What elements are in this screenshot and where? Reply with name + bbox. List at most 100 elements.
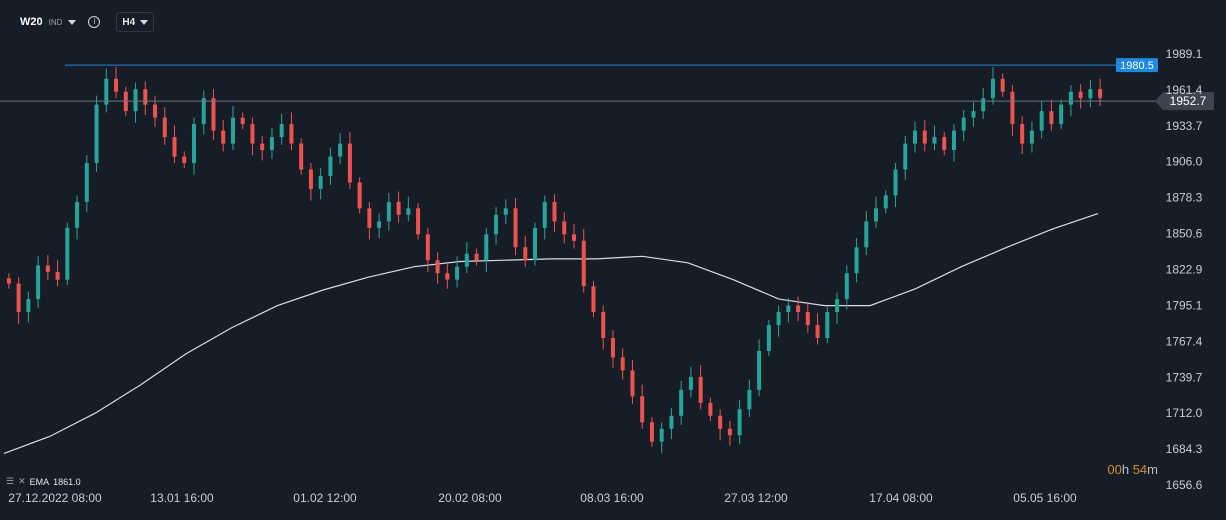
candle[interactable] <box>786 297 791 323</box>
candle[interactable] <box>114 67 119 99</box>
candle[interactable] <box>1098 78 1103 106</box>
info-icon[interactable]: i <box>88 16 101 28</box>
candle[interactable] <box>464 242 469 274</box>
candle[interactable] <box>990 67 995 105</box>
candle[interactable] <box>1029 121 1034 153</box>
candle[interactable] <box>172 125 177 164</box>
candle[interactable] <box>36 256 41 309</box>
candle[interactable] <box>1088 80 1093 108</box>
candle[interactable] <box>922 120 927 152</box>
indicator-settings-icon[interactable]: ☰ <box>6 476 15 486</box>
candle[interactable] <box>445 264 450 289</box>
candle[interactable] <box>75 195 80 240</box>
candle[interactable] <box>903 135 908 180</box>
candle[interactable] <box>942 131 947 156</box>
timeframe-selector[interactable]: H4 <box>116 12 155 32</box>
candle[interactable] <box>932 125 937 151</box>
candle[interactable] <box>883 190 888 214</box>
candle[interactable] <box>718 409 723 441</box>
candle[interactable] <box>16 277 21 324</box>
candle[interactable] <box>308 163 313 201</box>
candle[interactable] <box>708 397 713 421</box>
candle[interactable] <box>796 296 801 322</box>
candle[interactable] <box>211 89 216 140</box>
candle[interactable] <box>913 121 918 153</box>
candle[interactable] <box>893 163 898 208</box>
candle[interactable] <box>474 248 479 266</box>
candle[interactable] <box>104 68 109 113</box>
candle[interactable] <box>162 107 167 145</box>
candle[interactable] <box>844 265 849 310</box>
candle[interactable] <box>260 135 265 161</box>
candle[interactable] <box>153 95 158 127</box>
candle[interactable] <box>6 273 11 289</box>
candle[interactable] <box>416 203 421 240</box>
candle[interactable] <box>425 227 430 272</box>
candle[interactable] <box>299 138 304 175</box>
candle[interactable] <box>143 81 148 116</box>
candle[interactable] <box>503 199 508 224</box>
candle[interactable] <box>757 339 762 397</box>
candle[interactable] <box>377 213 382 239</box>
candle[interactable] <box>55 260 60 287</box>
candle[interactable] <box>94 95 99 173</box>
candle[interactable] <box>289 112 294 151</box>
candle[interactable] <box>659 422 664 454</box>
candle[interactable] <box>815 313 820 345</box>
candle[interactable] <box>396 191 401 223</box>
candle[interactable] <box>328 147 333 186</box>
candle[interactable] <box>864 210 869 256</box>
candle[interactable] <box>455 256 460 288</box>
candle[interactable] <box>610 330 615 368</box>
candle[interactable] <box>1078 83 1083 109</box>
candle[interactable] <box>65 222 70 285</box>
candle[interactable] <box>84 155 89 213</box>
candle[interactable] <box>971 102 976 127</box>
candle[interactable] <box>698 365 703 410</box>
candle[interactable] <box>338 133 343 165</box>
candle[interactable] <box>640 384 645 429</box>
candle[interactable] <box>776 305 781 337</box>
candle[interactable] <box>737 400 742 445</box>
candle[interactable] <box>357 177 362 214</box>
candle[interactable] <box>601 305 606 350</box>
candle[interactable] <box>318 168 323 200</box>
candle[interactable] <box>727 420 732 446</box>
candle[interactable] <box>133 82 138 123</box>
candle[interactable] <box>240 112 245 130</box>
candle[interactable] <box>26 291 31 323</box>
candle[interactable] <box>494 207 499 245</box>
candle[interactable] <box>1000 73 1005 97</box>
candle[interactable] <box>201 90 206 135</box>
candle[interactable] <box>1049 99 1054 131</box>
candle[interactable] <box>386 192 391 231</box>
candle[interactable] <box>191 117 196 175</box>
candle[interactable] <box>406 196 411 222</box>
candle-layer[interactable] <box>6 67 1103 454</box>
ema-legend[interactable]: ☰ ✕ EMA 1861.0 <box>6 476 81 487</box>
candle[interactable] <box>182 151 187 169</box>
candle[interactable] <box>542 195 547 240</box>
candle[interactable] <box>805 301 810 333</box>
symbol-label[interactable]: W20 <box>20 16 43 28</box>
candle[interactable] <box>523 235 528 267</box>
candle[interactable] <box>835 292 840 324</box>
candle[interactable] <box>620 348 625 380</box>
candle[interactable] <box>981 87 986 119</box>
candle[interactable] <box>1010 85 1015 136</box>
candle[interactable] <box>562 212 567 244</box>
candle[interactable] <box>552 194 557 232</box>
chevron-down-icon[interactable] <box>68 19 77 25</box>
candle[interactable] <box>250 117 255 156</box>
candle[interactable] <box>435 252 440 284</box>
candle[interactable] <box>45 255 50 280</box>
candle[interactable] <box>269 128 274 160</box>
candle[interactable] <box>961 109 966 141</box>
close-icon[interactable]: ✕ <box>18 476 26 486</box>
candle[interactable] <box>669 408 674 440</box>
candle[interactable] <box>367 201 372 240</box>
candle[interactable] <box>279 113 284 145</box>
candle[interactable] <box>874 196 879 228</box>
candle[interactable] <box>533 222 538 266</box>
